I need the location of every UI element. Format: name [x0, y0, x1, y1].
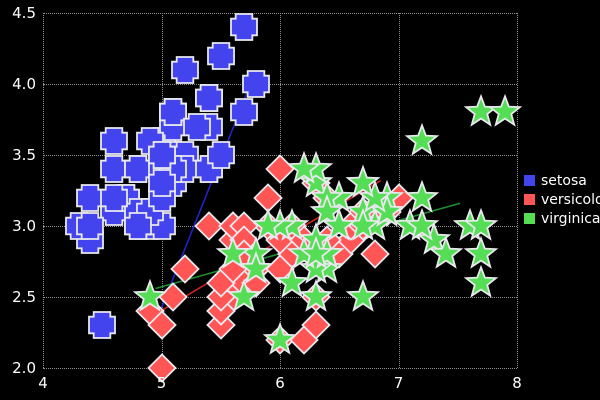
gridline-vertical — [280, 13, 281, 368]
data-point-versicolor — [146, 352, 178, 384]
data-point-setosa — [98, 182, 130, 214]
y-tick-label: 3.0 — [12, 217, 36, 235]
x-tick-label: 7 — [393, 374, 404, 392]
data-point-virginica — [238, 250, 274, 285]
data-point-virginica — [298, 165, 333, 200]
data-point-virginica — [227, 278, 262, 314]
y-tick-label: 4.5 — [12, 4, 36, 22]
y-tick-label: 4.0 — [12, 75, 36, 93]
data-point-virginica — [215, 236, 250, 271]
gridline-horizontal — [43, 297, 517, 298]
data-point-setosa — [240, 68, 272, 100]
data-point-virginica — [298, 250, 333, 285]
data-point-virginica — [357, 179, 393, 214]
data-point-setosa — [193, 82, 225, 114]
data-point-virginica — [464, 264, 499, 299]
data-point-virginica — [404, 207, 440, 243]
data-point-virginica — [464, 236, 499, 271]
data-point-virginica — [310, 193, 345, 228]
data-point-setosa — [146, 139, 178, 171]
x-tick-label: 5 — [156, 374, 167, 392]
data-point-virginica — [321, 207, 357, 243]
gridline-horizontal — [43, 368, 517, 369]
legend-label: virginica — [541, 210, 600, 227]
data-point-virginica — [428, 236, 464, 271]
data-point-setosa — [228, 96, 260, 128]
data-point-virginica — [404, 179, 440, 214]
x-tick-label: 8 — [512, 374, 522, 392]
data-point-virginica — [416, 221, 452, 257]
plot-area — [43, 11, 523, 383]
gridline-vertical — [43, 13, 44, 368]
data-point-setosa — [74, 210, 106, 242]
gridline-horizontal — [43, 13, 517, 14]
legend-item-setosa[interactable]: setosa — [524, 171, 600, 190]
data-point-setosa — [205, 139, 237, 171]
data-point-virginica — [345, 278, 381, 314]
data-point-virginica — [262, 321, 298, 356]
data-point-virginica — [345, 165, 381, 200]
data-point-virginica — [487, 94, 523, 129]
legend: setosa versicolor virginica — [524, 171, 600, 228]
data-point-setosa — [122, 153, 154, 185]
data-point-setosa — [205, 40, 237, 72]
legend-item-virginica[interactable]: virginica — [524, 209, 600, 228]
x-tick-label: 6 — [275, 374, 285, 392]
data-point-virginica — [464, 207, 499, 243]
data-point-setosa — [169, 54, 201, 86]
data-point-setosa — [157, 96, 189, 128]
legend-label: versicolor — [541, 191, 600, 208]
data-point-virginica — [404, 122, 440, 157]
y-tick-label: 3.5 — [12, 146, 36, 164]
data-point-versicolor — [169, 253, 201, 285]
legend-swatch-icon — [524, 175, 535, 186]
y-tick-label: 2.0 — [12, 359, 36, 377]
data-point-virginica — [286, 150, 322, 186]
data-point-virginica — [369, 193, 404, 228]
x-tick-label: 4 — [38, 374, 48, 392]
y-tick-label: 2.5 — [12, 288, 36, 306]
data-point-versicolor — [146, 309, 178, 341]
data-point-setosa — [98, 153, 130, 185]
data-point-virginica — [132, 278, 167, 314]
data-point-setosa — [122, 210, 154, 242]
legend-swatch-icon — [524, 213, 535, 224]
data-point-virginica — [274, 264, 310, 299]
data-point-setosa — [228, 11, 260, 43]
legend-item-versicolor[interactable]: versicolor — [524, 190, 600, 209]
data-point-versicolor — [300, 309, 332, 341]
legend-label: setosa — [541, 172, 587, 189]
data-point-setosa — [86, 309, 118, 341]
legend-swatch-icon — [524, 194, 535, 205]
data-point-virginica — [298, 236, 333, 271]
data-point-setosa — [146, 167, 178, 199]
data-point-setosa — [98, 125, 130, 157]
data-point-versicolor — [193, 210, 225, 242]
data-point-setosa — [74, 182, 106, 214]
data-point-versicolor — [359, 238, 391, 270]
gridline-horizontal — [43, 84, 517, 85]
data-point-virginica — [298, 278, 333, 314]
data-point-virginica — [250, 207, 286, 243]
data-point-setosa — [181, 111, 213, 143]
gridline-vertical — [517, 13, 518, 368]
